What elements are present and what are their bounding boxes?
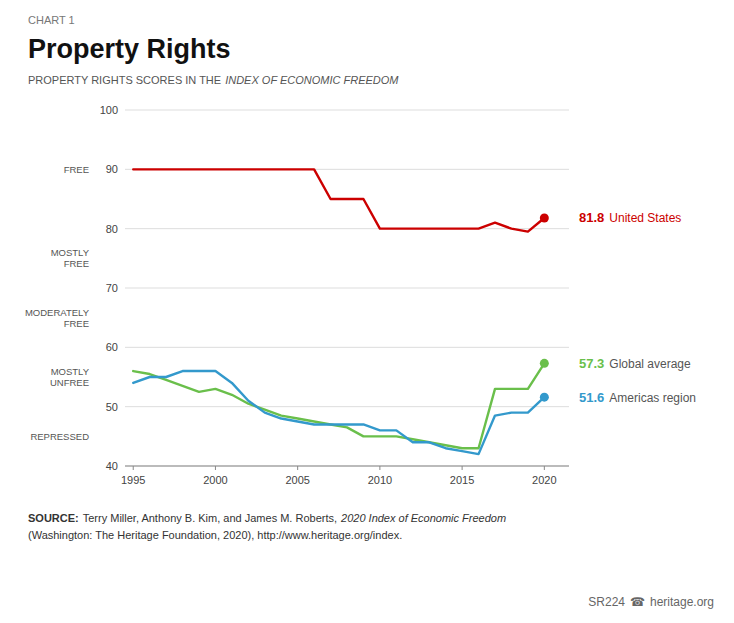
- series-line: [133, 371, 544, 454]
- category-label: MOSTLYUNFREE: [50, 366, 90, 388]
- y-tick-label: 60: [106, 341, 118, 353]
- grid: [125, 110, 569, 466]
- series-name: United States: [609, 211, 681, 225]
- x-tick-label: 2015: [450, 474, 474, 486]
- footer: ☎: [630, 595, 645, 609]
- grid-line: [125, 406, 569, 407]
- end-dot: [540, 213, 549, 222]
- end-dot: [540, 393, 549, 402]
- category-label-line: MOSTLY: [51, 247, 90, 258]
- category-label-line: MODERATELY: [25, 307, 90, 318]
- x-tick: [544, 466, 545, 470]
- category-label: MODERATELYFREE: [25, 307, 90, 329]
- category-label-line: MOSTLY: [51, 366, 90, 377]
- category-label-line: FREE: [64, 164, 89, 175]
- x-tick-label: 1995: [121, 474, 145, 486]
- series-line: [133, 363, 544, 448]
- subtitle: PROPERTY RIGHTS SCORES IN THE: [28, 74, 221, 86]
- y-tick-label: 80: [106, 223, 118, 235]
- title: Property Rights: [28, 34, 231, 64]
- x-tick: [462, 466, 463, 470]
- end-dot: [540, 359, 549, 368]
- chart-label: CHART 1: [28, 14, 75, 26]
- footer: SR224: [588, 595, 625, 609]
- series-name: Global average: [609, 357, 691, 371]
- y-tick-label: 90: [106, 163, 118, 175]
- end-value: 57.3: [579, 356, 604, 371]
- category-label-line: REPRESSED: [30, 431, 89, 442]
- subtitle: INDEX OF ECONOMIC FREEDOM: [225, 74, 399, 86]
- grid-line: [125, 228, 569, 229]
- series-name: Americas region: [609, 391, 696, 405]
- y-tick-label: 100: [100, 104, 118, 116]
- x-tick: [215, 466, 216, 470]
- footer: heritage.org: [650, 595, 714, 609]
- x-tick-label: 2000: [203, 474, 227, 486]
- x-tick-label: 2020: [532, 474, 556, 486]
- grid-line: [125, 288, 569, 289]
- source: SOURCE:: [28, 512, 79, 524]
- end-value: 81.8: [579, 210, 604, 225]
- y-tick-label: 40: [106, 460, 118, 472]
- x-tick-label: 2005: [285, 474, 309, 486]
- category-label-line: FREE: [64, 318, 89, 329]
- grid-line: [125, 466, 569, 467]
- source: Terry Miller, Anthony B. Kim, and James …: [83, 512, 337, 524]
- x-tick: [379, 466, 380, 470]
- grid-line: [125, 110, 569, 111]
- source: 2020 Index of Economic Freedom: [340, 512, 506, 524]
- y-tick-label: 50: [106, 401, 118, 413]
- plot-area: [133, 169, 549, 454]
- x-tick: [133, 466, 134, 470]
- chart: CHART 1 Property Rights PROPERTY RIGHTS SC…: [0, 0, 734, 623]
- series-line: [133, 169, 544, 231]
- category-label: REPRESSED: [30, 431, 89, 442]
- source: (Washington: The Heritage Foundation, 20…: [28, 529, 402, 541]
- x-axis-line: [125, 466, 569, 467]
- y-tick-label: 70: [106, 282, 118, 294]
- x-tick-label: 2010: [368, 474, 392, 486]
- category-label-line: UNFREE: [50, 377, 89, 388]
- category-label-line: FREE: [64, 258, 89, 269]
- category-label: MOSTLYFREE: [51, 247, 90, 269]
- end-value: 51.6: [579, 390, 604, 405]
- x-tick: [297, 466, 298, 470]
- category-label: FREE: [64, 164, 89, 175]
- grid-line: [125, 347, 569, 348]
